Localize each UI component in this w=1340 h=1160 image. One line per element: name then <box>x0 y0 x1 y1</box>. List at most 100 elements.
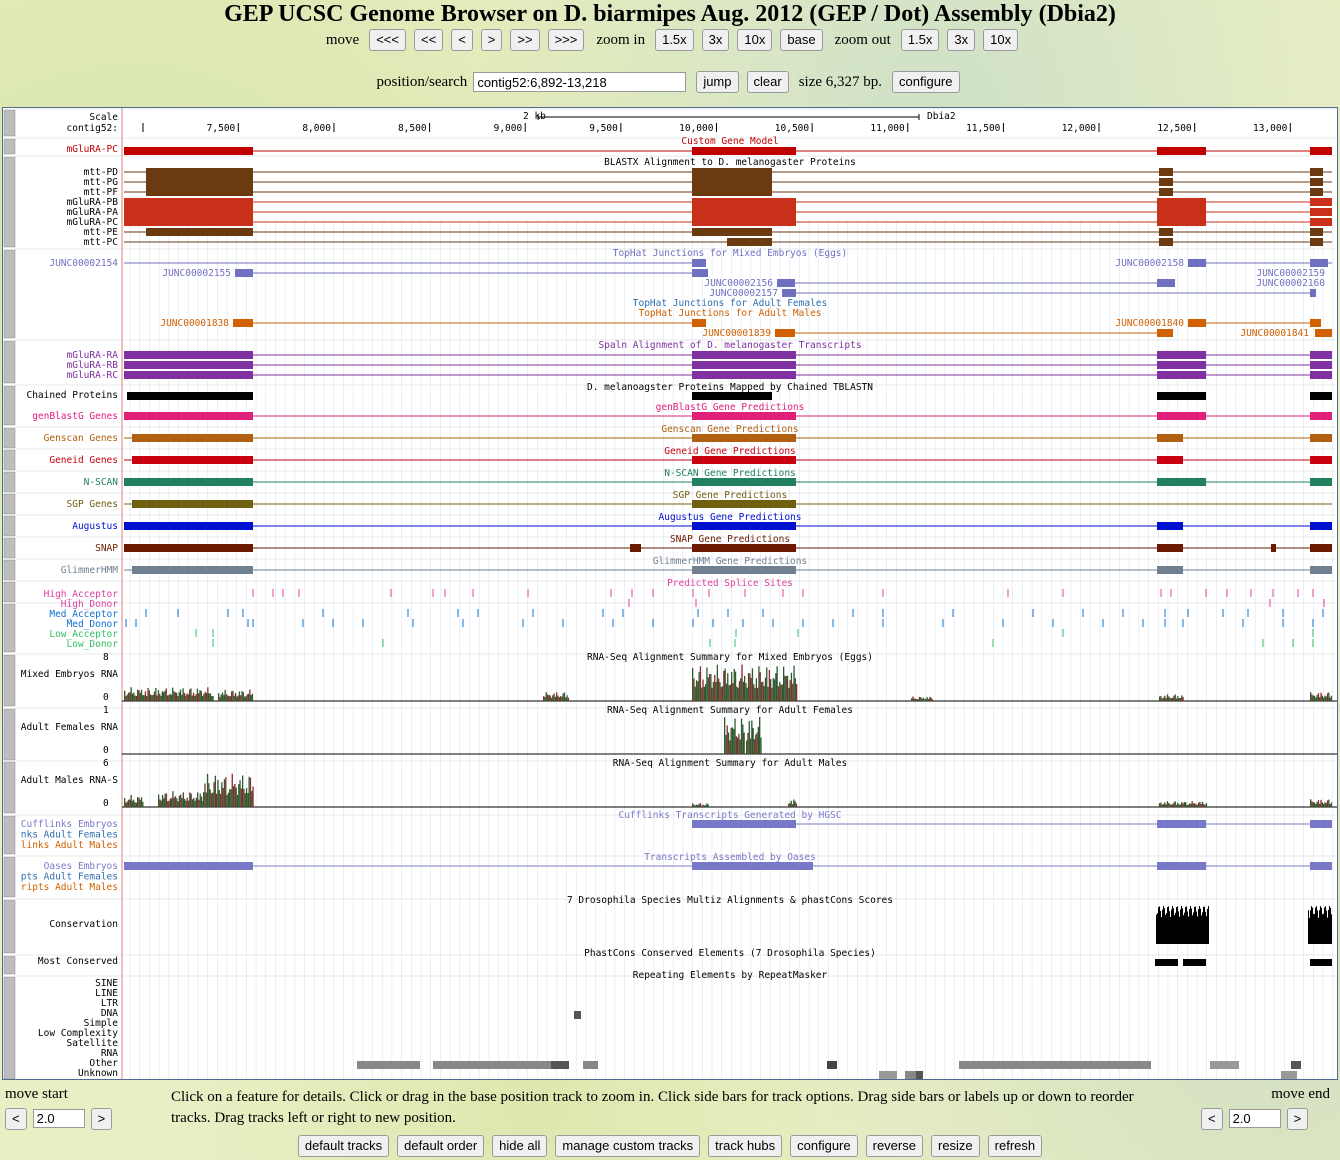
move-right-button[interactable]: > <box>480 29 503 51</box>
blastx-alignment-exon <box>692 168 772 176</box>
refresh-button[interactable]: refresh <box>987 1135 1043 1157</box>
glimmer-prediction-exon <box>1157 566 1183 574</box>
spaln-alignment-exon <box>1310 361 1332 369</box>
genscan-prediction-exon <box>132 434 253 442</box>
move-end-input[interactable] <box>1228 1109 1281 1128</box>
rna-eggs-bar <box>566 695 568 701</box>
rna-males-bar <box>235 787 237 807</box>
rna-females-bar <box>739 739 741 754</box>
rna-males-bar <box>180 794 182 807</box>
configure-button[interactable]: configure <box>790 1135 858 1157</box>
move-left-button[interactable]: < <box>451 29 473 51</box>
conservation-peak <box>1183 915 1184 944</box>
rna-eggs-bar <box>1165 698 1167 701</box>
clear-button[interactable]: clear <box>746 71 789 93</box>
glimmer-prediction-exon <box>132 566 253 574</box>
blastx-alignment-exon <box>124 198 253 206</box>
move-start-left-button[interactable]: < <box>5 1108 27 1130</box>
move-end-left-button[interactable]: < <box>1201 1108 1223 1130</box>
rna-males-bar <box>189 792 191 807</box>
move-left-more-button[interactable]: << <box>414 29 444 51</box>
zoom-in-base-button[interactable]: base <box>780 29 823 51</box>
rna-males-bar <box>1201 801 1204 807</box>
rna-males-bar <box>1179 804 1182 807</box>
repeat-other-block <box>1210 1061 1239 1069</box>
position-search-input[interactable] <box>473 72 687 92</box>
rna-eggs-bar <box>751 668 754 701</box>
rna-eggs-bar <box>772 678 774 701</box>
rna-eggs-bar <box>745 683 747 701</box>
navigation-bar: move <<< << < > >> >>> zoom in 1.5x 3x 1… <box>0 29 1340 51</box>
jump-button[interactable]: jump <box>696 71 739 93</box>
move-right-more-button[interactable]: >> <box>510 29 540 51</box>
rna-eggs-bar <box>914 698 917 701</box>
junction-block <box>777 279 795 287</box>
hide-all-button[interactable]: hide all <box>492 1135 548 1157</box>
blastx-row-label: mtt-PG <box>84 177 119 188</box>
rna-males-bar <box>200 796 203 807</box>
zoom-out-10x-button[interactable]: 10x <box>983 29 1019 51</box>
rna-eggs-bar <box>554 696 556 701</box>
spaln-alignment-exon <box>1157 371 1206 379</box>
rna-males-bar <box>159 799 161 807</box>
conservation-peak <box>1324 907 1325 944</box>
rna-males-bar <box>694 805 696 807</box>
zoom-in-10x-button[interactable]: 10x <box>737 29 773 51</box>
default-tracks-button[interactable]: default tracks <box>297 1135 390 1157</box>
genome-browser-image[interactable]: Scale contig52: 2 kb Dbia2 7,500 8,000 8,500 9,… <box>2 107 1338 1080</box>
rna-eggs-bar <box>228 695 230 701</box>
zoom-out-3x-button[interactable]: 3x <box>947 29 976 51</box>
spaln-alignment-exon <box>1310 351 1332 359</box>
rna-males-bar <box>172 791 174 807</box>
track-side-bar <box>3 654 16 707</box>
rna-eggs-bar <box>792 683 794 701</box>
rna-males-zero: 0 <box>103 798 109 809</box>
rna-males-bar <box>221 782 223 807</box>
junction-block <box>233 319 253 327</box>
conservation-peak <box>1199 906 1200 944</box>
default-order-button[interactable]: default order <box>397 1135 485 1157</box>
reverse-button[interactable]: reverse <box>865 1135 923 1157</box>
rna-eggs-bar <box>157 690 160 701</box>
rna-eggs-bar <box>719 682 721 701</box>
rna-males-bar <box>134 802 136 807</box>
rna-eggs-bar <box>133 692 135 701</box>
rna-eggs-bar <box>192 692 195 701</box>
zoom-out-1-5x-button[interactable]: 1.5x <box>900 29 940 51</box>
rna-eggs-bar <box>930 697 932 701</box>
rna-males-bar <box>239 780 241 807</box>
repeat-class-label: SINE <box>95 978 118 989</box>
rna-eggs-bar <box>740 678 742 701</box>
rna-eggs-bar <box>707 677 709 701</box>
sgp-prediction-exon <box>692 500 796 508</box>
rna-eggs-bar <box>771 687 773 701</box>
move-start-input[interactable] <box>32 1109 85 1128</box>
conservation-peak <box>1184 912 1185 944</box>
rna-males-bar <box>142 801 144 807</box>
move-start-label: move start <box>5 1086 68 1102</box>
rna-males-bar <box>1310 799 1312 807</box>
zoom-in-1-5x-button[interactable]: 1.5x <box>655 29 694 51</box>
track-hubs-button[interactable]: track hubs <box>708 1135 783 1157</box>
rna-males-bar <box>1182 803 1184 807</box>
manage-custom-tracks-button[interactable]: manage custom tracks <box>555 1135 701 1157</box>
resize-button[interactable]: resize <box>930 1135 980 1157</box>
move-start-right-button[interactable]: > <box>90 1108 113 1130</box>
rna-eggs-bar <box>1324 695 1326 701</box>
move-end-right-button[interactable]: > <box>1286 1108 1309 1130</box>
conservation-peak <box>1164 908 1165 944</box>
rna-eggs-bar <box>550 697 553 701</box>
blastx-alignment-exon <box>1310 178 1323 186</box>
rna-eggs-bar <box>715 681 717 701</box>
zoom-in-3x-button[interactable]: 3x <box>701 29 730 51</box>
rna-eggs-bar <box>196 688 199 701</box>
rna-eggs-bar <box>927 699 930 701</box>
splice-row-label: Low_Donor <box>67 639 119 650</box>
rna-eggs-bar <box>749 673 751 701</box>
move-left-far-button[interactable]: <<< <box>369 29 406 51</box>
blastx-row-label: mGluRA-PC <box>67 217 118 228</box>
move-right-far-button[interactable]: >>> <box>547 29 585 51</box>
genscan-label: Genscan Genes <box>44 433 118 444</box>
configure-top-button[interactable]: configure <box>892 71 960 93</box>
